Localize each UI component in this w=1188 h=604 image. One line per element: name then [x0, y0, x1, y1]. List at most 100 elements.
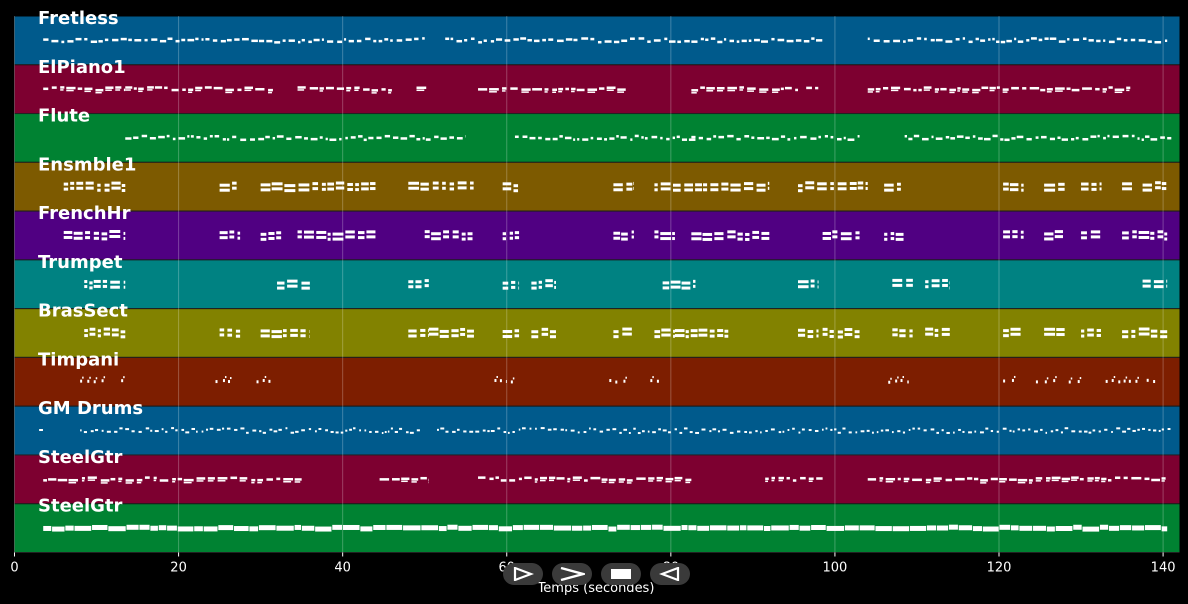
- note-segment: [650, 376, 659, 383]
- note-segment: [39, 429, 43, 432]
- note-segment: [379, 476, 429, 484]
- rewind-icon: [659, 567, 680, 581]
- note-segment: [867, 37, 1168, 44]
- note-segment: [531, 279, 556, 290]
- note-segment: [1003, 327, 1021, 338]
- note-segment: [219, 181, 237, 192]
- note-segment: [428, 327, 474, 338]
- note-segment: [1044, 327, 1065, 337]
- play-button[interactable]: [503, 563, 543, 585]
- note-segment: [260, 181, 376, 193]
- note-segment: [798, 181, 868, 193]
- x-tick-label: 140: [1151, 561, 1176, 576]
- note-segment: [125, 134, 466, 142]
- track-label: Flute: [38, 106, 90, 127]
- track-label: Fretless: [38, 8, 119, 29]
- grid-lines: [14, 16, 1164, 553]
- play-icon: [513, 567, 534, 581]
- note-segment: [654, 230, 675, 241]
- note-segment: [674, 328, 729, 339]
- track-lane: [14, 211, 1180, 260]
- track-lane: [14, 357, 1180, 406]
- track-label: BrasSect: [38, 301, 128, 322]
- track-lane: [14, 260, 1180, 309]
- note-segment: [1142, 181, 1167, 192]
- note-segment: [765, 476, 823, 483]
- note-segment: [798, 328, 819, 339]
- note-segment: [925, 278, 950, 290]
- note-segment: [408, 181, 474, 191]
- note-segment: [121, 376, 125, 383]
- note-segment: [43, 86, 126, 94]
- track-label: SteelGtr: [38, 496, 123, 517]
- note-segment: [1044, 230, 1063, 241]
- note-segment: [1068, 377, 1082, 384]
- note-segment: [1105, 376, 1139, 384]
- note-segment: [502, 182, 519, 193]
- note-segment: [1081, 328, 1101, 338]
- track-labels: Fretless ElPiano1 Flute Ensmble1 FrenchHr Tru…: [38, 8, 143, 517]
- note-segment: [424, 230, 473, 241]
- note-segment: [80, 376, 106, 384]
- note-segment: [884, 232, 904, 241]
- note-segment: [1003, 182, 1024, 192]
- track-label: SteelGtr: [38, 447, 123, 468]
- note-segment: [80, 427, 420, 435]
- forward-button[interactable]: [552, 563, 592, 585]
- playback-controls: [503, 563, 690, 585]
- track-label: Timpani: [38, 349, 119, 370]
- note-segment: [822, 230, 860, 241]
- note-segment: [63, 229, 126, 241]
- stop-icon: [611, 569, 631, 579]
- note-segment: [1122, 182, 1132, 191]
- note-segment: [219, 230, 241, 240]
- x-tick-label: 120: [987, 561, 1012, 576]
- note-segment: [260, 231, 282, 241]
- note-segment: [888, 376, 909, 384]
- stop-button[interactable]: [601, 563, 641, 585]
- note-segment: [260, 328, 310, 339]
- note-segment: [1081, 182, 1102, 191]
- note-segment: [798, 279, 819, 289]
- note-segment: [892, 328, 913, 338]
- note-segment: [502, 329, 520, 339]
- note-segment: [297, 86, 392, 94]
- note-segment: [654, 181, 770, 192]
- note-segment: [416, 86, 427, 92]
- note-segment: [691, 86, 799, 94]
- note-segment: [502, 231, 520, 241]
- note-segment: [277, 279, 310, 290]
- note-segment: [84, 327, 126, 339]
- note-segment: [806, 86, 819, 90]
- note-segment: [1122, 327, 1168, 339]
- rewind-button[interactable]: [650, 563, 690, 585]
- note-segment: [43, 524, 1168, 532]
- note-segment: [1003, 375, 1016, 383]
- note-segment: [691, 134, 860, 141]
- note-segment: [125, 86, 273, 94]
- note-segment: [654, 328, 675, 339]
- note-segment: [510, 377, 515, 384]
- note-segment: [494, 375, 507, 383]
- x-tick-label: 40: [334, 561, 351, 576]
- note-segment: [478, 86, 626, 94]
- track-lane: [14, 406, 1180, 455]
- note-segment: [1081, 230, 1101, 240]
- note-segment: [531, 327, 556, 339]
- note-segment: [408, 279, 429, 289]
- note-segment: [408, 328, 429, 338]
- note-segment: [662, 279, 696, 290]
- note-segment: [867, 476, 1166, 484]
- track-label: GM Drums: [38, 398, 143, 419]
- note-segment: [84, 279, 126, 290]
- note-segment: [613, 181, 634, 192]
- note-segment: [1044, 182, 1065, 192]
- track-label: ElPiano1: [38, 57, 126, 78]
- note-segment: [1035, 376, 1057, 384]
- note-segment: [43, 476, 302, 484]
- note-segment: [1122, 230, 1168, 241]
- forward-icon: [560, 567, 585, 581]
- x-tick-label: 100: [823, 561, 848, 576]
- note-segment: [609, 376, 627, 384]
- note-segment: [1142, 279, 1168, 289]
